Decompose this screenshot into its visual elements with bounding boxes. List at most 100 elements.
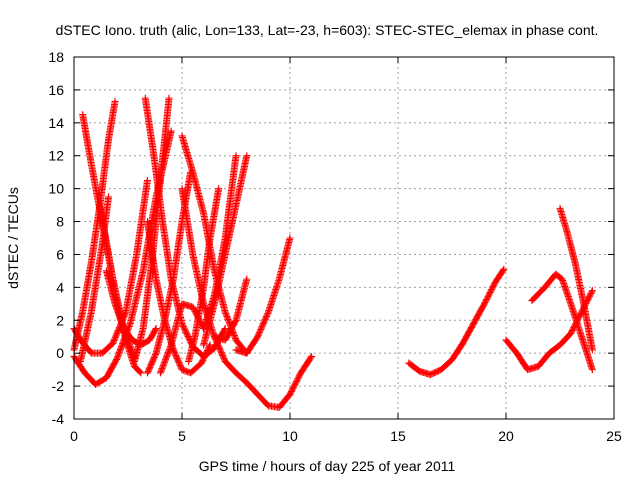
data-point: [151, 351, 159, 359]
data-point: [258, 323, 266, 331]
data-point: [254, 333, 262, 341]
series-arc-16: [200, 152, 251, 349]
data-point: [205, 342, 213, 350]
data-point: [214, 341, 222, 349]
data-point: [263, 311, 271, 319]
data-point: [214, 340, 222, 348]
data-point: [164, 348, 172, 356]
series-arc-9: [141, 94, 229, 360]
data-point: [215, 344, 223, 352]
data-point: [222, 310, 230, 318]
y-tick-label: 14: [48, 115, 64, 131]
data-point: [165, 347, 173, 355]
data-point: [588, 288, 596, 296]
data-point: [261, 315, 269, 323]
data-point: [165, 345, 173, 353]
data-point: [159, 363, 167, 371]
data-point: [223, 312, 231, 320]
data-point: [158, 365, 166, 373]
data-point: [230, 330, 238, 338]
data-point: [161, 357, 169, 365]
data-point: [255, 330, 263, 338]
series-arc-7: [102, 267, 160, 349]
data-point: [213, 339, 221, 347]
data-point: [259, 321, 267, 329]
data-point: [215, 343, 223, 351]
data-point: [216, 346, 224, 354]
data-point: [162, 354, 170, 362]
data-point: [151, 326, 159, 334]
data-point: [163, 351, 171, 359]
data-point: [164, 350, 172, 358]
series-arc-2: [70, 97, 119, 354]
data-point: [212, 337, 220, 345]
data-point: [220, 326, 228, 334]
data-point: [162, 356, 170, 364]
x-axis-label: GPS time / hours of day 225 of year 2011: [199, 458, 456, 474]
data-point: [259, 320, 267, 328]
data-point: [160, 360, 168, 368]
data-point: [257, 325, 265, 333]
y-tick-label: 4: [56, 279, 64, 295]
data-point: [137, 369, 145, 377]
y-tick-label: 18: [48, 49, 64, 65]
data-point: [217, 349, 225, 357]
data-point: [166, 344, 174, 352]
data-point: [588, 287, 596, 295]
data-point: [165, 94, 173, 102]
data-point: [230, 332, 238, 340]
data-point: [223, 314, 231, 322]
data-point: [588, 366, 596, 374]
y-tick-label: 6: [56, 246, 64, 262]
data-point: [219, 353, 227, 361]
data-point: [136, 368, 144, 376]
x-tick-label: 25: [606, 428, 622, 444]
x-tick-label: 0: [70, 428, 78, 444]
series-arc-18: [210, 333, 316, 411]
data-point: [500, 265, 508, 273]
data-point: [158, 366, 166, 374]
x-tick-label: 5: [178, 428, 186, 444]
x-tick-label: 20: [498, 428, 514, 444]
data-point: [143, 176, 151, 184]
data-point: [224, 315, 232, 323]
y-tick-label: 16: [48, 82, 64, 98]
data-point: [156, 369, 164, 377]
data-point: [256, 327, 264, 335]
data-point: [260, 318, 268, 326]
data-point: [588, 346, 596, 354]
y-tick-label: 0: [56, 345, 64, 361]
data-point: [222, 311, 230, 319]
data-point: [163, 353, 171, 361]
data-point: [211, 334, 219, 342]
y-tick-label: 12: [48, 148, 64, 164]
data-point: [219, 352, 227, 360]
y-tick-label: -4: [52, 411, 65, 427]
data-point: [215, 185, 223, 193]
series-arc-6: [96, 201, 145, 377]
data-point: [218, 350, 226, 358]
series-arc-3: [70, 176, 151, 357]
data-point: [157, 367, 165, 375]
data-point: [286, 234, 294, 242]
data-point: [261, 317, 269, 325]
x-tick-label: 10: [282, 428, 298, 444]
data-point: [225, 317, 233, 325]
data-point: [111, 97, 119, 105]
data-point: [262, 314, 270, 322]
series-arc-21: [528, 270, 596, 374]
series-arc-11: [143, 168, 195, 377]
data-point: [499, 267, 507, 275]
y-axis-label: dSTEC / TECUs: [5, 187, 21, 289]
y-tick-label: 10: [48, 181, 64, 197]
data-point: [221, 308, 229, 316]
data-point: [231, 333, 239, 341]
data-point: [210, 333, 218, 341]
data-point: [262, 312, 270, 320]
y-tick-label: -2: [52, 378, 65, 394]
data-point: [307, 354, 315, 362]
data-point: [167, 342, 175, 350]
series-arc-15: [184, 185, 223, 365]
series-arc-22: [556, 204, 596, 354]
